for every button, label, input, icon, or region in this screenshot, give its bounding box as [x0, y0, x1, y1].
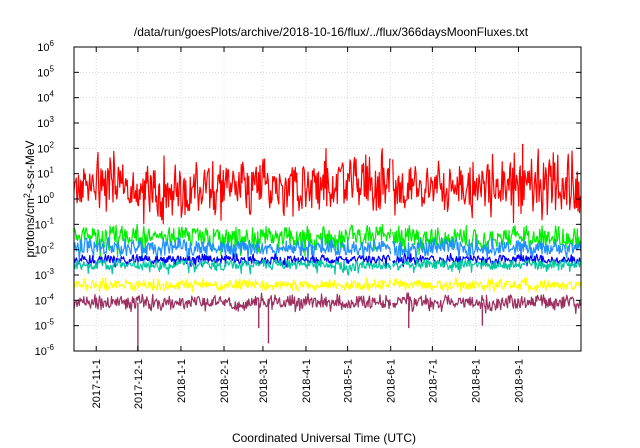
- y-tick-exponent: -1: [47, 216, 55, 225]
- y-tick-base: 10: [37, 194, 49, 206]
- y-tick-label: 10-1: [35, 216, 55, 231]
- y-tick-exponent: -6: [47, 343, 55, 352]
- series-line: [73, 259, 582, 276]
- x-tick-label: 2017-12-1: [133, 359, 145, 409]
- y-tick-exponent: 5: [50, 64, 55, 73]
- y-tick-exponent: -4: [47, 292, 55, 301]
- y-tick-exponent: 1: [50, 166, 55, 175]
- y-tick-label: 103: [37, 115, 54, 130]
- y-tick-exponent: 0: [50, 191, 55, 200]
- axis-ticks: [74, 46, 581, 352]
- x-tick-label: 2017-11-1: [91, 359, 103, 408]
- series-line: [73, 236, 582, 264]
- y-tick-base: 10: [35, 245, 47, 257]
- y-tick-label: 10-4: [35, 292, 55, 307]
- y-tick-base: 10: [37, 143, 49, 155]
- y-tick-label: 102: [37, 140, 54, 155]
- y-tick-label: 100: [37, 191, 54, 206]
- x-tick-label: 2018-2-1: [219, 359, 231, 403]
- y-tick-base: 10: [37, 42, 49, 54]
- y-tick-exponent: 4: [50, 90, 55, 99]
- y-tick-label: 10-3: [35, 267, 55, 282]
- y-tick-exponent: 2: [50, 140, 55, 149]
- x-tick-labels: 2017-11-1 2017-12-1 2018-1-1 2018-2-1 2018-3…: [91, 359, 525, 409]
- y-tick-base: 10: [37, 67, 49, 79]
- x-tick-label: 2018-3-1: [258, 359, 270, 403]
- y-tick-exponent: 3: [50, 115, 55, 124]
- y-tick-base: 10: [35, 346, 47, 358]
- series-line: [73, 276, 582, 294]
- y-tick-exponent: 6: [50, 39, 55, 48]
- y-axis-label: protons/cm2-s-sr-MeV: [22, 140, 37, 257]
- y-tick-label: 105: [37, 64, 54, 79]
- series-group: [73, 143, 582, 351]
- y-tick-label: 101: [37, 166, 54, 181]
- x-axis-label: Coordinated Universal Time (UTC): [232, 431, 416, 445]
- x-tick-label: 2018-8-1: [470, 359, 482, 403]
- y-tick-base: 10: [35, 270, 47, 282]
- x-tick-label: 2018-6-1: [386, 359, 398, 403]
- x-tick-label: 2018-7-1: [427, 359, 439, 403]
- y-tick-base: 10: [35, 295, 47, 307]
- y-tick-exponent: -5: [47, 318, 55, 327]
- y-tick-label: 10-2: [35, 242, 55, 257]
- series-line: [73, 148, 582, 225]
- y-tick-label: 106: [37, 39, 54, 54]
- y-tick-base: 10: [35, 321, 47, 333]
- y-tick-label: 10-6: [35, 343, 55, 358]
- y-tick-base: 10: [37, 93, 49, 105]
- x-tick-label: 2018-4-1: [301, 359, 313, 403]
- y-tick-exponent: -2: [47, 242, 55, 251]
- y-tick-label: 10-5: [35, 318, 55, 333]
- y-tick-base: 10: [35, 219, 47, 231]
- series-line: [73, 292, 582, 314]
- chart-title: /data/run/goesPlots/archive/2018-10-16/f…: [134, 25, 529, 39]
- x-tick-label: 2018-5-1: [343, 359, 355, 403]
- y-tick-base: 10: [37, 169, 49, 181]
- x-tick-label: 2018-1-1: [176, 359, 188, 403]
- y-tick-labels: 10-610-510-410-310-210-11001011021031041…: [35, 39, 55, 358]
- x-tick-label: 2018-9-1: [513, 359, 525, 403]
- y-tick-base: 10: [37, 118, 49, 130]
- y-tick-label: 104: [37, 90, 54, 105]
- y-tick-exponent: -3: [47, 267, 55, 276]
